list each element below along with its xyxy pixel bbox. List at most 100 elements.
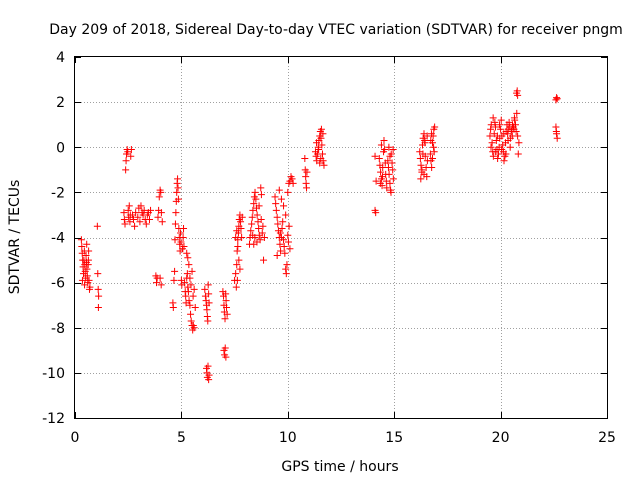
data-point: [271, 193, 279, 201]
data-point: [124, 206, 132, 214]
data-point: [257, 184, 265, 192]
data-point: [187, 281, 195, 289]
data-point: [380, 136, 388, 144]
data-point: [180, 224, 188, 232]
data-point: [83, 272, 91, 280]
y-tick-label: 2: [56, 95, 65, 111]
data-point: [552, 127, 560, 135]
data-point: [235, 256, 243, 264]
data-point: [318, 141, 326, 149]
data-point: [319, 130, 327, 138]
data-point: [85, 247, 93, 255]
data-point: [233, 261, 241, 269]
data-point: [500, 157, 508, 165]
data-point: [487, 143, 495, 151]
data-point: [190, 324, 198, 332]
data-point: [250, 200, 258, 208]
data-point: [249, 206, 257, 214]
data-point: [377, 168, 385, 176]
data-point: [493, 132, 501, 140]
data-point: [423, 132, 431, 140]
data-point: [273, 252, 281, 260]
data-point: [238, 213, 246, 221]
data-point: [316, 159, 324, 167]
data-point: [288, 175, 296, 183]
data-point: [381, 146, 389, 154]
data-point: [376, 179, 384, 187]
data-point: [183, 249, 191, 257]
data-point: [205, 290, 213, 298]
data-point: [371, 152, 379, 160]
data-point: [289, 179, 297, 187]
data-point: [155, 193, 163, 201]
data-point: [171, 236, 179, 244]
data-point: [272, 200, 280, 208]
data-point: [186, 274, 194, 282]
y-tick-label: 0: [56, 140, 65, 156]
data-point: [127, 146, 135, 154]
data-point: [377, 141, 385, 149]
data-point: [222, 297, 230, 305]
data-point: [177, 229, 185, 237]
data-point: [132, 209, 140, 217]
data-point: [140, 206, 148, 214]
data-point: [553, 95, 561, 103]
data-point: [237, 218, 245, 226]
data-point: [317, 134, 325, 142]
data-point: [78, 276, 86, 284]
data-point: [190, 285, 198, 293]
data-point: [508, 132, 516, 140]
data-point: [125, 202, 133, 210]
x-tick-label: 5: [177, 430, 186, 446]
y-tick-label: -8: [51, 321, 65, 337]
data-point: [93, 222, 101, 230]
data-point: [83, 240, 91, 248]
data-point: [137, 202, 145, 210]
y-tick-label: -10: [42, 366, 65, 382]
data-point: [142, 220, 150, 228]
data-point: [504, 136, 512, 144]
data-point: [147, 206, 155, 214]
data-point: [122, 166, 130, 174]
data-point: [255, 202, 263, 210]
y-tick-label: -6: [51, 276, 65, 292]
data-point: [384, 164, 392, 172]
data-point: [275, 186, 283, 194]
data-point: [277, 195, 285, 203]
data-point: [427, 130, 435, 138]
data-point: [497, 116, 505, 124]
x-tick-label: 20: [492, 430, 510, 446]
data-point: [279, 218, 287, 226]
data-point: [383, 184, 391, 192]
data-point: [223, 310, 231, 318]
x-axis-label: GPS time / hours: [281, 459, 398, 475]
data-point: [276, 240, 284, 248]
data-point: [253, 238, 261, 246]
data-point: [506, 143, 514, 151]
data-point: [158, 218, 166, 226]
y-tick-label: 4: [56, 50, 65, 66]
data-point: [233, 227, 241, 235]
data-point: [372, 177, 380, 185]
data-point: [181, 279, 189, 287]
data-point: [169, 303, 177, 311]
data-point: [280, 202, 288, 210]
data-point: [320, 161, 328, 169]
data-point: [553, 94, 561, 102]
data-point: [281, 249, 289, 257]
data-point: [157, 281, 165, 289]
data-point: [375, 155, 383, 163]
data-point: [274, 220, 282, 228]
data-point: [258, 229, 266, 237]
data-point: [378, 173, 386, 181]
data-point: [95, 292, 103, 300]
data-point: [318, 150, 326, 158]
data-point: [389, 175, 397, 183]
data-point: [186, 301, 194, 309]
data-point: [232, 283, 240, 291]
data-point: [286, 245, 294, 253]
data-point: [282, 265, 290, 273]
data-point: [514, 91, 522, 99]
data-point: [185, 261, 193, 269]
data-point: [284, 231, 292, 239]
